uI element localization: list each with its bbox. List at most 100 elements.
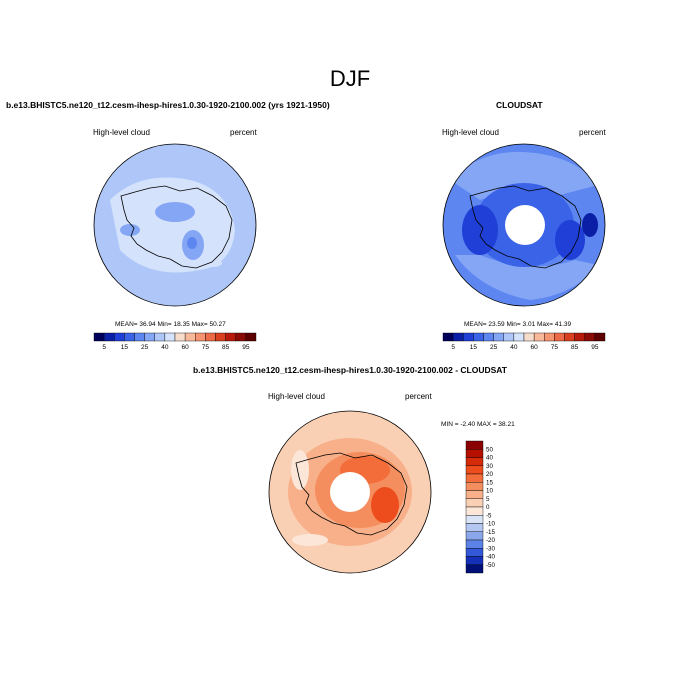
colorbar-swatch: [465, 564, 484, 574]
diff-map: [269, 411, 431, 573]
colorbar-tick-label: 5: [102, 344, 106, 351]
model-map: [94, 144, 256, 306]
colorbar-swatch: [465, 498, 484, 508]
model-stats: MEAN= 36.94 Min= 18.35 Max= 50.27: [115, 321, 226, 328]
colorbar-tick-label: 15: [121, 344, 129, 351]
colorbar-swatch: [103, 332, 115, 342]
colorbar-swatch: [452, 332, 464, 342]
diff-missing-data: [330, 472, 370, 512]
obs-map-border: [442, 143, 606, 307]
colorbar-swatch: [93, 332, 105, 342]
obs-variable-label: High-level cloud: [442, 128, 499, 137]
diff-field-patch: [371, 487, 399, 523]
colorbar-swatch: [235, 332, 247, 342]
colorbar-swatch: [465, 548, 484, 557]
model-map-border: [93, 143, 257, 307]
colorbar-swatch: [544, 332, 555, 342]
colorbar-swatch: [144, 332, 155, 342]
colorbar-tick-label: 15: [470, 344, 478, 351]
colorbar-swatch: [465, 523, 484, 532]
colorbar-swatch: [523, 332, 535, 342]
diff-variable-label: High-level cloud: [268, 392, 325, 401]
colorbar-tick-label: 0: [486, 504, 490, 511]
colorbar-swatch: [465, 531, 484, 541]
colorbar-tick-label: 50: [486, 446, 493, 453]
colorbar-swatch: [184, 332, 196, 342]
colorbar-tick-label: 75: [202, 344, 210, 351]
colorbar-tick-label: 95: [242, 344, 250, 351]
colorbar-tick-label: 25: [490, 344, 498, 351]
colorbar-tick-label: 85: [571, 344, 579, 351]
colorbar-swatch: [442, 332, 454, 342]
obs-missing-data: [505, 205, 545, 245]
colorbar-swatch: [465, 457, 484, 466]
diff-coastline: [295, 452, 408, 536]
colorbar-swatch: [465, 482, 484, 491]
model-field-patch: [155, 202, 195, 222]
colorbar-tick-label: 15: [486, 479, 493, 486]
colorbar-tick-label: 30: [486, 463, 493, 470]
colorbar-swatch: [465, 506, 484, 516]
diff-stats: MIN = -2.40 MAX = 38.21: [441, 421, 515, 428]
model-colorbar: 5 15 25 40 60 75 85 95: [93, 332, 257, 351]
colorbar-swatch: [503, 332, 515, 342]
colorbar-swatch: [134, 332, 145, 342]
page-title: DJF: [329, 66, 371, 91]
obs-field-patch: [462, 205, 498, 255]
colorbar-swatch: [465, 473, 484, 483]
colorbar-tick-label: -20: [486, 537, 496, 544]
obs-stats: MEAN= 23.59 Min= 3.01 Max= 41.39: [464, 321, 572, 328]
colorbar-swatch: [493, 332, 504, 342]
colorbar-tick-label: 10: [486, 488, 493, 495]
obs-colorbar: 5 15 25 40 60 75 85 95: [442, 332, 606, 351]
colorbar-tick-label: 40: [486, 455, 493, 462]
colorbar-tick-label: 60: [182, 344, 190, 351]
obs-field-light: [450, 151, 598, 200]
colorbar-swatch: [465, 515, 484, 524]
colorbar-swatch: [554, 332, 565, 342]
colorbar-tick-label: -5: [486, 512, 492, 519]
obs-units-label: percent: [579, 128, 606, 137]
colorbar-swatch: [533, 332, 545, 342]
colorbar-swatch: [154, 332, 166, 342]
diff-panel-title: b.e13.BHISTC5.ne120_t12.cesm-ihesp-hires…: [192, 365, 507, 375]
colorbar-tick-label: 5: [486, 496, 490, 503]
colorbar-swatch: [245, 332, 257, 342]
diff-units-label: percent: [405, 392, 432, 401]
model-field-patch: [187, 237, 197, 249]
obs-field-patch: [555, 220, 585, 260]
colorbar-swatch: [195, 332, 206, 342]
model-variable-label: High-level cloud: [93, 128, 150, 137]
colorbar-tick-label: 60: [531, 344, 539, 351]
colorbar-tick-label: -30: [486, 545, 496, 552]
colorbar-tick-label: 25: [141, 344, 149, 351]
colorbar-tick-label: 75: [551, 344, 559, 351]
colorbar-swatch: [594, 332, 606, 342]
colorbar-swatch: [473, 332, 484, 342]
colorbar-swatch: [465, 449, 484, 458]
colorbar-swatch: [114, 332, 125, 342]
model-field-patch: [204, 259, 222, 267]
obs-panel-title: CLOUDSAT: [496, 100, 543, 110]
colorbar-tick-label: 40: [510, 344, 518, 351]
colorbar-swatch: [124, 332, 135, 342]
obs-field-light: [455, 255, 598, 300]
colorbar-swatch: [465, 465, 484, 475]
model-coastline: [120, 185, 233, 269]
model-field-light: [110, 177, 235, 273]
obs-map: [443, 144, 605, 306]
colorbar-tick-label: 85: [222, 344, 230, 351]
colorbar-tick-label: -50: [486, 562, 496, 569]
colorbar-swatch: [465, 556, 484, 565]
diff-field-patch: [291, 450, 309, 490]
colorbar-tick-label: -10: [486, 521, 496, 528]
colorbar-swatch: [215, 332, 226, 342]
colorbar-swatch: [225, 332, 236, 342]
colorbar-swatch: [574, 332, 585, 342]
colorbar-tick-label: 5: [451, 344, 455, 351]
colorbar-swatch: [465, 440, 484, 450]
colorbar-swatch: [513, 332, 525, 342]
diff-field-patch: [292, 534, 328, 546]
